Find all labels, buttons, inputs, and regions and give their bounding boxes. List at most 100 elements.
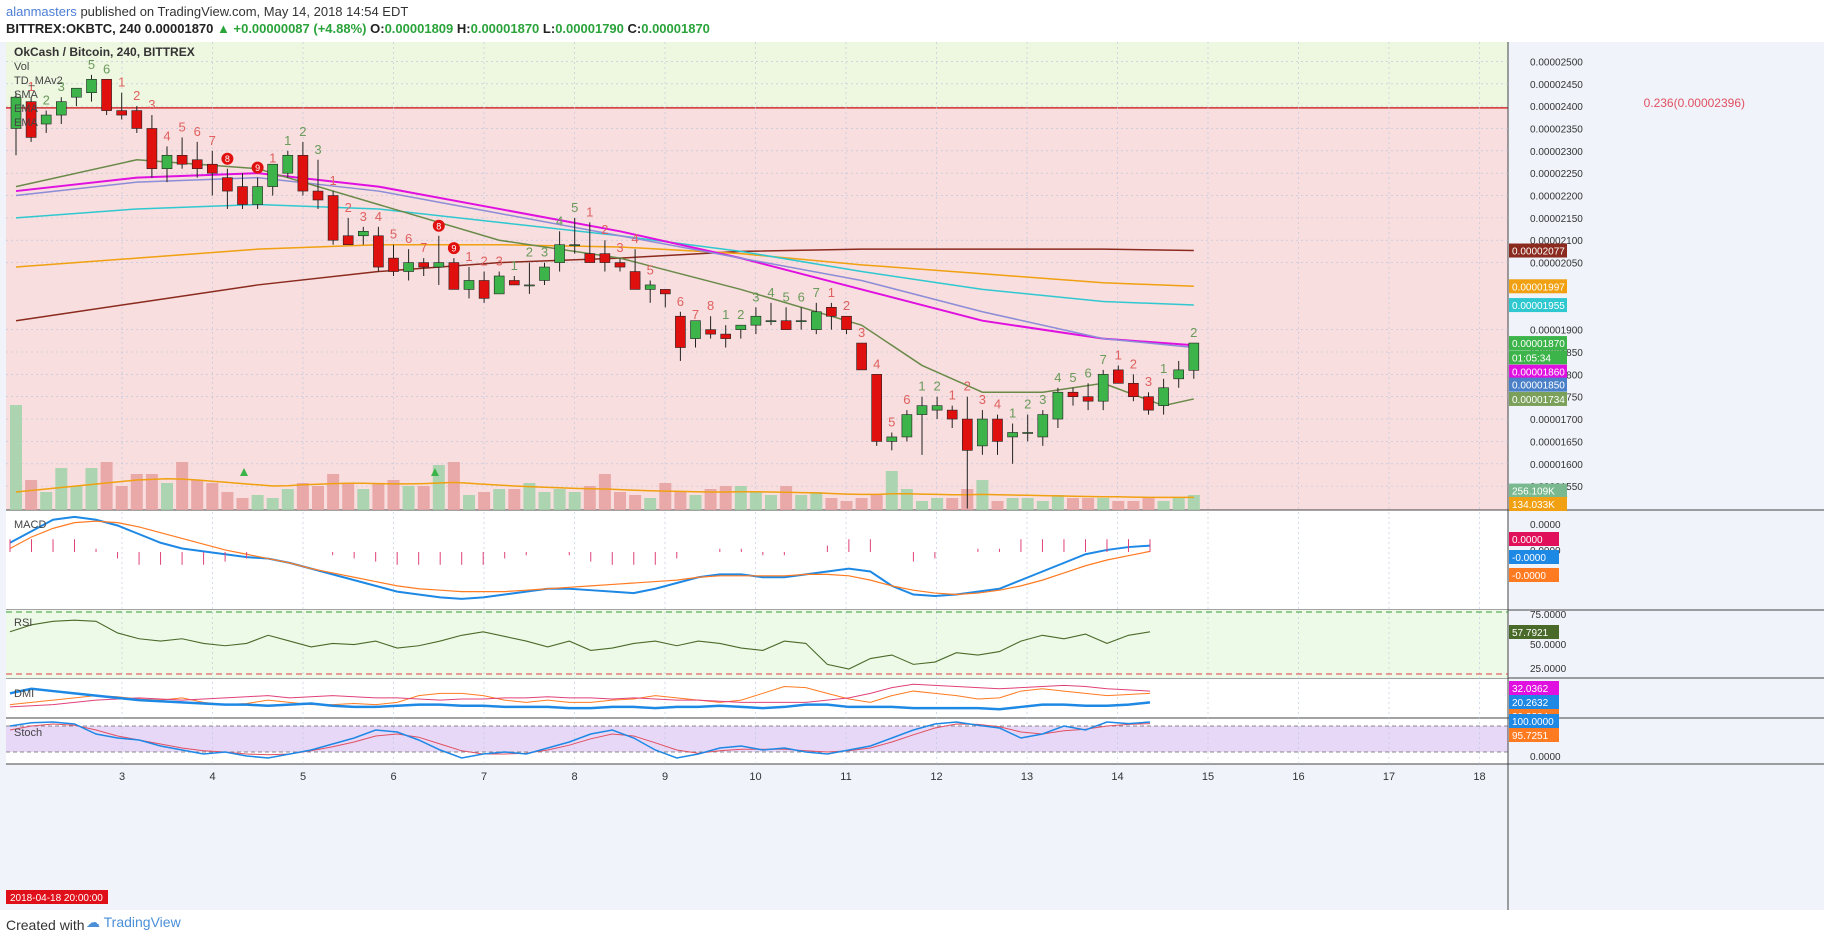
- created-with-label: Created with: [6, 917, 85, 933]
- candle-body: [161, 154, 173, 170]
- candle-body: [750, 315, 762, 326]
- candle-body: [1143, 396, 1154, 411]
- volume-bar: [598, 474, 611, 510]
- dmi-plus-line: [9, 686, 1151, 706]
- tradingview-logo[interactable]: ☁ TradingView: [86, 914, 181, 930]
- candle-body: [856, 342, 867, 371]
- volume-bar: [176, 462, 189, 510]
- td-count: 4: [556, 213, 563, 228]
- td-count: 2: [43, 93, 50, 108]
- price-axis[interactable]: 0.00002500 0.00002450 0.00002400 0.00002350…: [1509, 57, 1583, 763]
- td-count: 2: [1130, 356, 1137, 371]
- td-count: 3: [1039, 392, 1046, 407]
- volume-bar: [840, 501, 853, 510]
- price-tag: [1509, 483, 1567, 498]
- x-tick-label: 6: [390, 771, 396, 783]
- indicator-panes: [6, 515, 1508, 759]
- candle-body: [871, 374, 883, 442]
- dmi-pane: [6, 678, 1508, 718]
- td-dot-number: 9: [255, 163, 260, 173]
- y-tick-label: 0.00002250: [1530, 169, 1583, 180]
- dmi-minus-line: [9, 683, 1151, 708]
- volume-bar: [296, 483, 309, 510]
- candle-body: [614, 262, 626, 268]
- candle-body: [448, 262, 460, 290]
- candle-body: [554, 244, 565, 263]
- x-tick-label: 15: [1202, 771, 1214, 783]
- volume-bar: [870, 495, 883, 510]
- td-count: 5: [390, 227, 397, 242]
- td-count: 1: [1160, 361, 1167, 376]
- td-count: 6: [798, 289, 805, 304]
- x-tick-label: 16: [1292, 771, 1304, 783]
- volume-bar: [1097, 498, 1110, 510]
- macd-tag-text: -0.0000: [1512, 553, 1546, 564]
- volume-bar: [916, 501, 928, 510]
- td-dot-number: 8: [436, 221, 441, 231]
- stoch-label: Stoch: [14, 727, 42, 739]
- y-tick-label: 0.00002300: [1530, 147, 1583, 158]
- candle-body: [901, 414, 913, 438]
- candle-body: [961, 418, 973, 451]
- price-tag: [1509, 364, 1567, 379]
- candle-body: [71, 87, 82, 98]
- candle-body: [584, 253, 596, 263]
- candle-body: [629, 271, 641, 290]
- td-count: 3: [496, 254, 503, 269]
- candle-body: [931, 405, 943, 411]
- candle-body: [1128, 382, 1139, 398]
- td-count: 4: [1054, 370, 1061, 385]
- td-dot: [447, 242, 460, 255]
- td-count: 1: [918, 379, 925, 394]
- candle-body: [810, 311, 822, 330]
- volume-bar: [417, 486, 430, 510]
- volume-bar: [568, 492, 581, 510]
- price-tag: [1509, 298, 1567, 313]
- volume-bar: [342, 483, 355, 510]
- candle-body: [373, 235, 384, 268]
- volume-bar: [266, 498, 279, 510]
- td-dot-number: 8: [225, 154, 230, 164]
- y-tick-label: 0.00002100: [1530, 236, 1583, 247]
- candle-body: [297, 154, 309, 192]
- price-tag-text: 0.00001997: [1512, 282, 1565, 293]
- x-tick-label: 9: [662, 771, 668, 783]
- td-count: 3: [58, 79, 65, 94]
- candle-body: [86, 78, 97, 94]
- candle-body: [690, 320, 701, 339]
- dmi-tag-text: 20.2632: [1512, 698, 1549, 709]
- y-tick-label: 0.00001900: [1530, 326, 1583, 337]
- volume-bar: [614, 492, 626, 510]
- author-link[interactable]: alanmasters: [6, 4, 77, 19]
- candle-body: [644, 284, 656, 290]
- last-price: 0.00001870: [144, 21, 214, 36]
- volume-bar: [40, 492, 53, 510]
- td-count: 7: [692, 307, 699, 322]
- td-count: 5: [1069, 370, 1076, 385]
- legend-sma: SMA: [14, 89, 39, 101]
- price-change: ▲ +0.00000087 (+4.88%): [217, 21, 367, 36]
- volume-bar: [583, 486, 596, 510]
- td-count: 1: [329, 173, 336, 188]
- volume-bar: [900, 489, 913, 510]
- td-count: 7: [1100, 352, 1107, 367]
- candle-body: [1188, 342, 1200, 371]
- ohlc-line: BITTREX:OKBTC, 240 0.00001870 ▲ +0.00000…: [6, 21, 710, 36]
- adx-line: [9, 687, 1151, 711]
- candle-body: [780, 320, 792, 330]
- legend-ema-2: EMA: [14, 117, 39, 129]
- candlesticks[interactable]: [10, 74, 1200, 509]
- volume-bar: [659, 483, 672, 510]
- td-count: 1: [949, 388, 956, 403]
- ma-line: [15, 176, 1194, 349]
- y-tick-label: 0.00002350: [1530, 124, 1583, 135]
- volume-bar: [85, 468, 98, 510]
- td-count: 3: [616, 240, 623, 255]
- td-count: 4: [767, 285, 774, 300]
- volume-bar: [734, 486, 747, 510]
- volume-bar: [704, 489, 717, 510]
- candle-body: [342, 235, 354, 246]
- candle-body: [131, 110, 143, 129]
- volume-bar: [145, 474, 158, 510]
